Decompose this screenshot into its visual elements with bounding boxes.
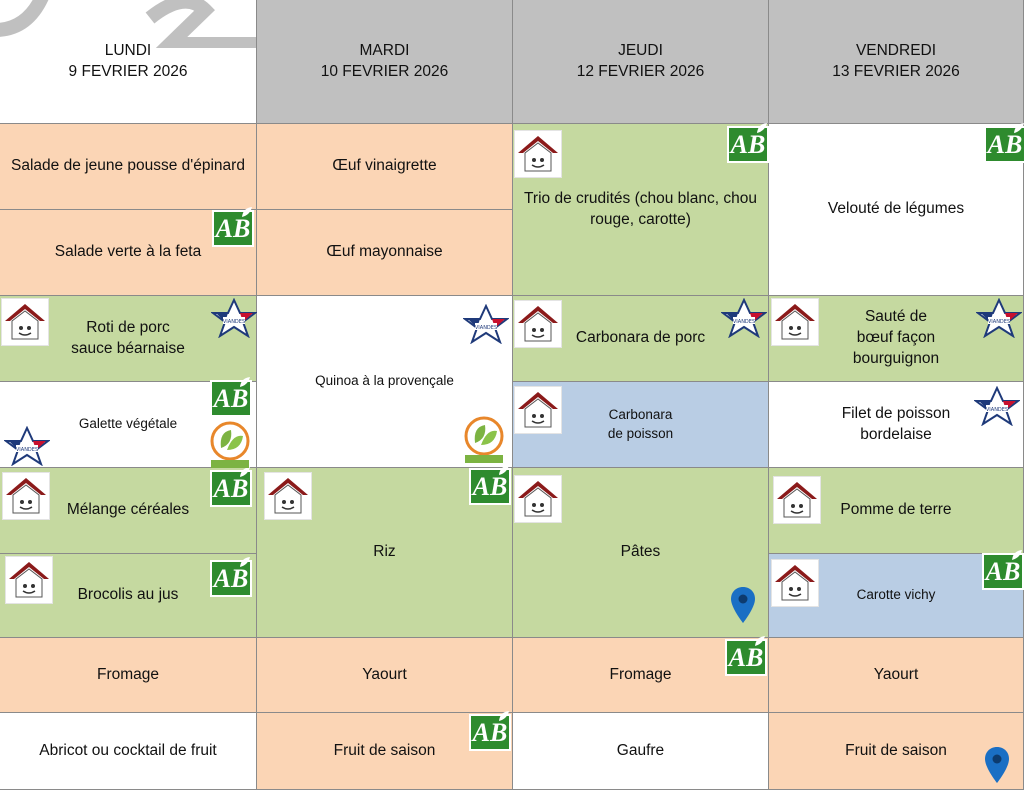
- menu-item-label: Roti de porc sauce béarnaise: [71, 318, 185, 357]
- menu-item-label: Riz: [373, 543, 396, 561]
- menu-item-label: Filet de poisson bordelaise: [841, 404, 951, 443]
- svg-text:VIANDES: VIANDES: [16, 447, 38, 453]
- svg-text:VIANDES: VIANDES: [988, 319, 1010, 325]
- dessert-lundi: Abricot ou cocktail de fruit: [0, 713, 257, 790]
- menu-item-label: Galette végétale: [78, 416, 178, 432]
- menu-item-label: Velouté de légumes: [827, 200, 965, 218]
- day-name: JEUDI: [618, 41, 663, 59]
- menu-item-label: Abricot ou cocktail de fruit: [39, 741, 217, 759]
- menu-item-label: Fromage: [96, 665, 160, 683]
- plat-vendredi-2: Filet de poisson bordelaise: [769, 382, 1024, 468]
- menu-item-label: Carbonara de poisson: [607, 407, 674, 441]
- day-name: MARDI: [359, 41, 410, 59]
- fait-maison-icon: [514, 130, 562, 178]
- entree-lundi-1: Salade de jeune pousse d'épinard: [0, 124, 257, 210]
- ab-bio-icon: AB: [210, 467, 252, 507]
- day-date: 9 FEVRIER 2026: [68, 62, 188, 80]
- header-mardi: MARDI 10 FEVRIER 2026: [257, 0, 513, 124]
- fait-maison-icon: [264, 472, 312, 520]
- header-jeudi: JEUDI 12 FEVRIER 2026: [513, 0, 769, 124]
- fait-maison-icon: [771, 298, 819, 346]
- day-date: 13 FEVRIER 2026: [832, 62, 960, 80]
- laitier-mardi: Yaourt: [257, 638, 513, 713]
- dessert-vendredi: Fruit de saison: [769, 713, 1024, 790]
- vegetarien-icon: [461, 415, 507, 465]
- svg-text:VIANDES: VIANDES: [223, 319, 245, 325]
- entree-vendredi: Velouté de légumes: [769, 124, 1024, 296]
- fait-maison-icon: [773, 476, 821, 524]
- ab-bio-icon: AB: [725, 636, 767, 676]
- entree-mardi-2: Œuf mayonnaise: [257, 210, 513, 296]
- header-vendredi: VENDREDI 13 FEVRIER 2026: [769, 0, 1024, 124]
- fait-maison-icon: [2, 472, 50, 520]
- day-date: 10 FEVRIER 2026: [320, 62, 449, 80]
- entree-mardi-1: Œuf vinaigrette: [257, 124, 513, 210]
- fait-maison-icon: [514, 300, 562, 348]
- fait-maison-icon: [514, 475, 562, 523]
- header-lundi: LUNDI 9 FEVRIER 2026: [0, 0, 257, 124]
- fait-maison-icon: [5, 556, 53, 604]
- fait-maison-icon: [771, 559, 819, 607]
- day-name: VENDREDI: [855, 41, 937, 59]
- ab-bio-icon: AB: [727, 123, 769, 163]
- viande-de-france-icon: VIANDES: [2, 425, 51, 467]
- location-pin-icon: [730, 586, 756, 624]
- viande-de-france-icon: VIANDES: [973, 385, 1021, 427]
- laitier-lundi: Fromage: [0, 638, 257, 713]
- viande-de-france-icon: VIANDES: [975, 297, 1023, 339]
- menu-item-label: Pomme de terre: [840, 501, 952, 519]
- svg-text:VIANDES: VIANDES: [475, 325, 497, 331]
- menu-item-label: Yaourt: [873, 665, 919, 683]
- menu-item-label: Mélange céréales: [66, 501, 190, 519]
- menu-item-label: Carotte vichy: [856, 587, 936, 603]
- ab-bio-icon: AB: [469, 465, 511, 505]
- location-pin-icon: [984, 746, 1010, 784]
- menu-item-label: Yaourt: [362, 665, 407, 683]
- day-name: LUNDI: [104, 41, 152, 59]
- viande-de-france-icon: VIANDES: [720, 297, 768, 339]
- ab-bio-icon: AB: [984, 123, 1024, 163]
- viande-de-france-icon: VIANDES: [462, 303, 510, 345]
- svg-text:VIANDES: VIANDES: [733, 319, 755, 325]
- menu-item-label: Fruit de saison: [333, 741, 436, 759]
- laitier-vendredi: Yaourt: [769, 638, 1024, 713]
- ab-bio-icon: AB: [210, 557, 252, 597]
- menu-item-label: Gaufre: [616, 741, 665, 759]
- menu-item-label: Œuf mayonnaise: [326, 243, 443, 261]
- background-logo-fragment: [0, 0, 280, 48]
- menu-item-label: Brocolis au jus: [77, 586, 179, 604]
- ab-bio-icon: AB: [982, 550, 1024, 590]
- menu-item-label: Fruit de saison: [845, 741, 947, 759]
- ab-bio-icon: AB: [469, 711, 511, 751]
- entree-jeudi: Trio de crudités (chou blanc, chou rouge…: [513, 124, 769, 296]
- menu-item-label: Sauté de bœuf façon bourguignon: [852, 308, 940, 367]
- menu-item-label: Trio de crudités (chou blanc, chou rouge…: [524, 189, 757, 228]
- menu-item-label: Fromage: [609, 665, 672, 683]
- fait-maison-icon: [1, 298, 49, 346]
- menu-item-label: Salade verte à la feta: [54, 243, 202, 261]
- viande-de-france-icon: VIANDES: [210, 297, 258, 339]
- vegetarien-icon: [207, 420, 253, 470]
- menu-item-label: Quinoa à la provençale: [315, 373, 454, 389]
- dessert-jeudi: Gaufre: [513, 713, 769, 790]
- menu-item-label: Carbonara de porc: [575, 329, 706, 347]
- ab-bio-icon: AB: [212, 207, 254, 247]
- svg-text:VIANDES: VIANDES: [986, 407, 1008, 413]
- day-date: 12 FEVRIER 2026: [576, 62, 705, 80]
- plat-lundi-1: Roti de porc sauce béarnaise: [0, 296, 257, 382]
- menu-item-label: Pâtes: [620, 543, 661, 561]
- menu-item-label: Œuf vinaigrette: [332, 157, 437, 175]
- ab-bio-icon: AB: [210, 377, 252, 417]
- fait-maison-icon: [514, 386, 562, 434]
- menu-item-label: Salade de jeune pousse d'épinard: [11, 157, 245, 175]
